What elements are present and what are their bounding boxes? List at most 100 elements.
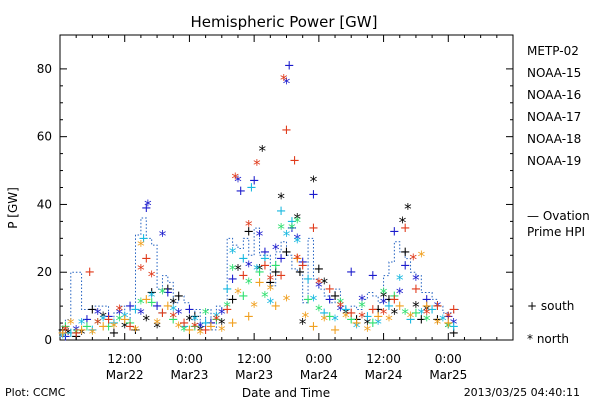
noaa-17-point: +: [270, 258, 281, 273]
noaa-19-point: +: [103, 313, 114, 328]
noaa-15-point: *: [175, 305, 183, 323]
noaa-18-point: +: [373, 309, 384, 324]
noaa-17-point: +: [410, 306, 421, 321]
noaa-17-point: *: [294, 213, 302, 231]
noaa-15-point: +: [284, 59, 295, 74]
noaa-19-point: *: [267, 271, 275, 289]
noaa-17-point: +: [367, 316, 378, 331]
noaa-18-point: *: [342, 308, 350, 326]
noaa-16-point: +: [200, 316, 211, 331]
noaa-18-point: +: [141, 292, 152, 307]
metp-02-point: +: [313, 262, 324, 277]
noaa-17-point: *: [137, 295, 145, 313]
noaa-16-point: *: [191, 312, 199, 330]
noaa-17-point: *: [229, 261, 237, 279]
noaa-15-point: *: [412, 271, 420, 289]
noaa-15-point: *: [218, 305, 226, 323]
noaa-16-point: +: [65, 326, 76, 341]
noaa-19-point: *: [213, 312, 221, 330]
metp-02-point: *: [234, 261, 242, 279]
metp-02-point: *: [321, 274, 329, 292]
noaa-18-point: *: [132, 322, 140, 340]
metp-02-point: *: [258, 142, 266, 160]
noaa-18-point: +: [57, 326, 68, 341]
noaa-18-point: +: [394, 299, 405, 314]
noaa-18-point: +: [162, 299, 173, 314]
noaa-15-point: *: [72, 322, 80, 340]
noaa-16-point: *: [310, 291, 318, 309]
noaa-18-point: +: [184, 323, 195, 338]
x-tick-label-time: 0:00: [435, 352, 462, 366]
noaa-19-point: *: [148, 268, 156, 286]
noaa-19-point: *: [294, 251, 302, 269]
noaa-18-point: *: [196, 325, 204, 343]
noaa-16-point: +: [276, 204, 287, 219]
noaa-19-point: *: [170, 308, 178, 326]
plot-timestamp: 2013/03/25 04:40:11: [464, 386, 580, 399]
noaa-18-point: +: [351, 316, 362, 331]
noaa-17-point: *: [159, 285, 167, 303]
noaa-18-point: +: [308, 319, 319, 334]
noaa-15-point: *: [256, 227, 264, 245]
noaa-19-point: *: [191, 318, 199, 336]
noaa-15-point: +: [276, 252, 287, 267]
metp-02-point: +: [57, 323, 68, 338]
metp-02-point: *: [170, 295, 178, 313]
metp-02-point: +: [330, 289, 341, 304]
metp-02-point: +: [189, 309, 200, 324]
noaa-16-point: +: [138, 231, 149, 246]
noaa-18-point: *: [137, 237, 145, 255]
noaa-19-point: +: [179, 316, 190, 331]
noaa-19-point: +: [259, 258, 270, 273]
noaa-15-point: *: [358, 291, 366, 309]
noaa-17-point: *: [445, 318, 453, 336]
x-tick-label-time: 12:00: [366, 352, 401, 366]
data-points: +*+*+ *+ * +*+*+*+*+* + *+*+**++*+*+**+*+* + *+…: [57, 59, 459, 347]
noaa-16-point: *: [121, 308, 129, 326]
noaa-19-point: +: [200, 323, 211, 338]
noaa-15-point: +: [443, 309, 454, 324]
noaa-17-point: +: [146, 296, 157, 311]
metp-02-point: *: [404, 200, 412, 218]
noaa-18-point: *: [418, 247, 426, 265]
noaa-16-point: *: [374, 315, 382, 333]
noaa-17-point: +: [346, 313, 357, 328]
plot-credit: Plot: CCMC: [5, 386, 66, 399]
noaa-15-point: +: [162, 286, 173, 301]
metp-02-point: *: [445, 318, 453, 336]
noaa-15-point: *: [144, 196, 152, 214]
noaa-17-point: *: [315, 302, 323, 320]
noaa-18-point: *: [385, 312, 393, 330]
noaa-15-point: +: [227, 272, 238, 287]
noaa-15-point: +: [346, 265, 357, 280]
noaa-16-point: +: [303, 272, 314, 287]
metp-02-point: +: [243, 225, 254, 240]
metp-02-point: +: [146, 286, 157, 301]
noaa-15-point: +: [421, 292, 432, 307]
noaa-16-point: +: [259, 252, 270, 267]
x-tick-label-time: 0:00: [305, 352, 332, 366]
metp-02-point: *: [218, 315, 226, 333]
noaa-17-point: *: [423, 312, 431, 330]
noaa-19-point: *: [337, 298, 345, 316]
metp-02-point: *: [256, 261, 264, 279]
noaa-15-point: +: [259, 245, 270, 260]
noaa-15-point: *: [434, 298, 442, 316]
noaa-17-point: *: [358, 298, 366, 316]
noaa-16-point: *: [294, 234, 302, 252]
noaa-19-point: *: [253, 156, 261, 174]
noaa-19-point: +: [71, 326, 82, 341]
metp-02-point: +: [281, 245, 292, 260]
metp-02-point: +: [432, 313, 443, 328]
noaa-19-point: *: [280, 71, 288, 89]
y-tick-label: 40: [37, 197, 52, 211]
metp-02-point: +: [108, 326, 119, 341]
x-tick-label-date: Mar23: [170, 368, 208, 382]
noaa-16-point: +: [130, 303, 141, 318]
metp-02-point: *: [186, 312, 194, 330]
legend-entry: NOAA-19: [527, 154, 581, 168]
noaa-16-point: *: [396, 271, 404, 289]
metp-02-point: *: [412, 298, 420, 316]
noaa-15-point: +: [125, 299, 136, 314]
